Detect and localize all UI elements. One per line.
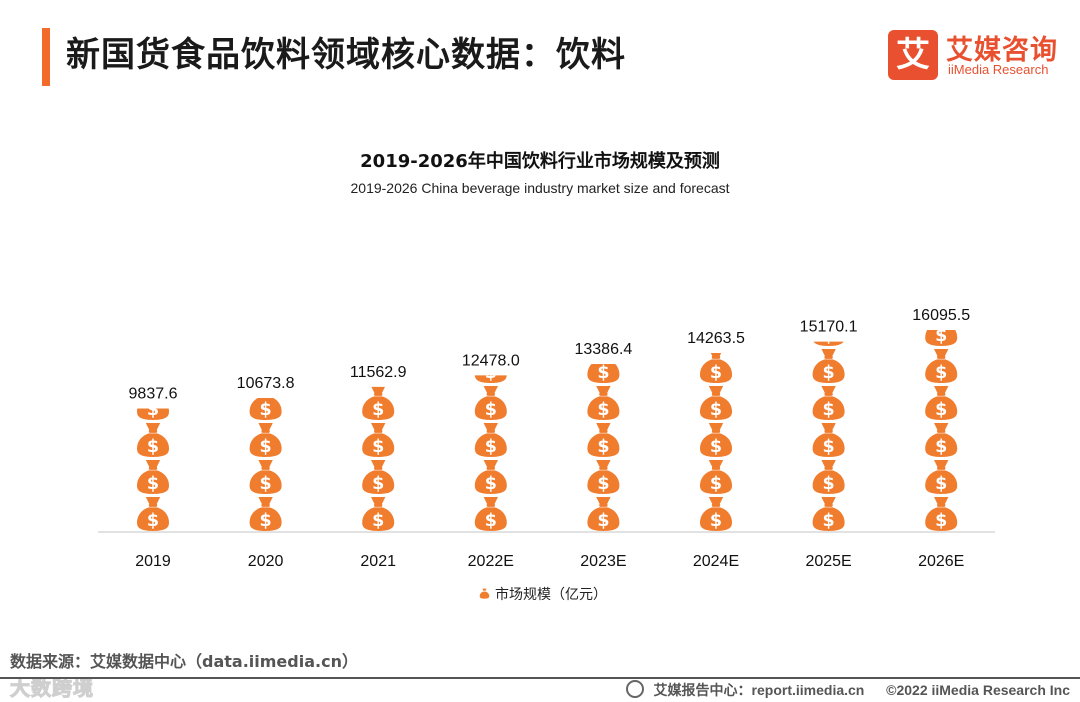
x-tick-label: 2022E bbox=[468, 553, 514, 570]
chart-legend: 市场规模（亿元） bbox=[479, 586, 607, 603]
chart-title: 2019-2026年中国饮料行业市场规模及预测 bbox=[360, 151, 720, 172]
value-label: 15170.1 bbox=[800, 319, 858, 336]
money-bag-icon bbox=[700, 497, 732, 531]
money-bag-icon bbox=[925, 386, 958, 420]
money-bag-icon bbox=[249, 497, 282, 531]
x-tick-label: 2020 bbox=[248, 553, 284, 570]
value-label: 16095.5 bbox=[912, 307, 970, 324]
brand-name-cn: 艾媒咨询 bbox=[946, 35, 1058, 66]
value-label: 10673.8 bbox=[237, 375, 295, 392]
money-bag-icon bbox=[925, 275, 957, 309]
watermark: 大数跨境 bbox=[10, 676, 94, 701]
money-bag-icon bbox=[925, 460, 958, 494]
chart-subtitle: 2019-2026 China beverage industry market… bbox=[350, 180, 730, 196]
legend-money-bag-icon bbox=[479, 588, 490, 599]
money-bag-icon bbox=[249, 460, 282, 494]
money-bag-icon bbox=[700, 352, 732, 383]
bar-chart: $ 9837.610673.811562.912478.013386.41426… bbox=[98, 275, 995, 603]
value-label: 14263.5 bbox=[687, 330, 745, 347]
copyright: ©2022 iiMedia Research Inc bbox=[886, 682, 1070, 698]
money-bag-icon bbox=[362, 423, 395, 457]
money-bag-icon bbox=[700, 423, 732, 457]
x-tick-label: 2021 bbox=[360, 553, 396, 570]
brand-name-en: iiMedia Research bbox=[948, 62, 1049, 77]
money-bag-icon bbox=[474, 423, 507, 457]
money-bag-icon bbox=[474, 386, 507, 420]
money-bag-icon bbox=[812, 423, 845, 457]
title-accent-bar bbox=[42, 28, 50, 86]
money-bag-icon bbox=[137, 497, 169, 531]
money-bag-icon bbox=[249, 423, 282, 457]
footer-info: 艾媒报告中心：report.iimedia.cn ©2022 iiMedia R… bbox=[625, 680, 1070, 700]
money-bag-icon bbox=[700, 386, 732, 420]
money-bag-icon bbox=[137, 349, 169, 383]
money-bag-icon bbox=[812, 386, 845, 420]
page-title: 新国货食品饮料领域核心数据：饮料 bbox=[66, 35, 626, 75]
legend-label: 市场规模（亿元） bbox=[495, 586, 607, 603]
x-tick-label: 2023E bbox=[580, 553, 626, 570]
money-bag-icon bbox=[700, 460, 732, 494]
money-bag-icon bbox=[362, 497, 395, 531]
brand-mark-icon: 艾 bbox=[888, 30, 938, 80]
money-bag-icon bbox=[587, 423, 620, 457]
x-tick-label: 2025E bbox=[805, 553, 851, 570]
money-bag-icon bbox=[475, 312, 507, 346]
money-bag-icon bbox=[587, 497, 620, 531]
money-bag-icon bbox=[812, 497, 845, 531]
x-tick-label: 2026E bbox=[918, 553, 964, 570]
footer-divider bbox=[0, 677, 1080, 679]
money-bag-icon bbox=[137, 460, 169, 494]
money-bag-icon bbox=[362, 460, 395, 494]
value-label: 13386.4 bbox=[574, 341, 632, 358]
data-source: 数据来源：艾媒数据中心（data.iimedia.cn） bbox=[10, 652, 358, 671]
money-bag-icon bbox=[812, 349, 845, 383]
x-tick-label: 2024E bbox=[693, 553, 739, 570]
money-bag-icon bbox=[587, 460, 620, 494]
value-label: 12478.0 bbox=[462, 352, 520, 369]
money-bag-icon bbox=[812, 460, 845, 494]
money-bag-icon bbox=[362, 386, 395, 420]
money-bag-icon bbox=[474, 460, 507, 494]
money-bag-icon bbox=[587, 386, 620, 420]
money-bag-icon bbox=[474, 497, 507, 531]
money-bag-icon bbox=[137, 423, 169, 457]
report-center-link[interactable]: 艾媒报告中心：report.iimedia.cn bbox=[653, 682, 865, 698]
money-bag-icon bbox=[925, 423, 958, 457]
bar-2022E bbox=[474, 312, 507, 531]
x-tick-label: 2019 bbox=[135, 553, 171, 570]
money-bag-icon bbox=[925, 349, 958, 383]
value-label: 11562.9 bbox=[350, 364, 407, 381]
globe-icon bbox=[625, 680, 644, 698]
value-label: 9837.6 bbox=[129, 386, 178, 403]
money-bag-icon bbox=[813, 275, 845, 309]
bar-2019 bbox=[137, 349, 169, 531]
bar-2025E bbox=[812, 275, 845, 531]
money-bag-icon bbox=[925, 497, 958, 531]
